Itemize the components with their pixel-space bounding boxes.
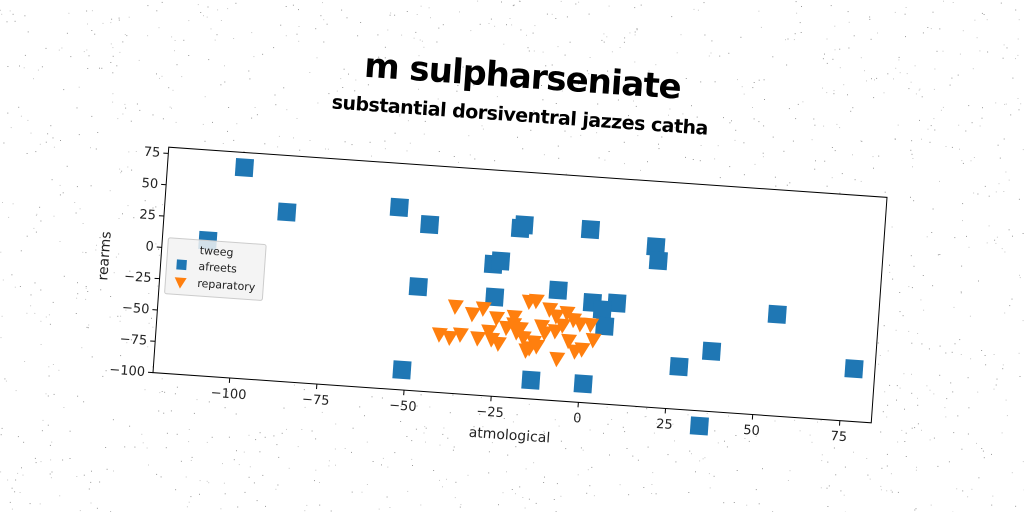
x-tick-label: 75 [830,429,848,445]
point-afreets [669,357,688,376]
x-axis-label: atmological [468,425,551,447]
x-tick-label: 50 [743,423,761,439]
y-tick-label: −75 [119,332,147,349]
point-afreets [844,359,863,378]
point-afreets [420,215,439,234]
x-tick-label: −75 [302,392,330,409]
x-tick-label: 0 [573,411,582,427]
legend-marker-afreets [176,259,187,270]
point-afreets [768,305,787,324]
point-afreets [392,360,411,379]
x-tick-label: −100 [210,386,247,403]
y-tick-label: 25 [139,207,157,223]
y-tick-label: −25 [124,269,152,286]
y-tick-label: 0 [145,239,154,255]
point-afreets [390,198,409,217]
point-afreets [581,220,600,239]
y-tick-label: 75 [143,145,161,161]
legend-label-afreets: afreets [198,260,238,276]
point-afreets [515,215,534,234]
point-afreets [409,277,428,296]
point-afreets [574,374,593,393]
point-afreets [277,202,296,221]
y-axis-label: rearms [95,231,114,281]
point-afreets [702,342,721,361]
point-afreets [491,251,510,270]
point-afreets [649,251,668,270]
x-tick-label: −50 [389,398,417,415]
point-afreets [690,416,709,435]
y-tick-label: 50 [141,176,159,192]
legend: tweeg afreets reparatory [165,238,267,301]
legend-title: tweeg [199,244,234,259]
x-tick-label: 25 [656,417,674,433]
point-afreets [521,371,540,390]
chart-rotated-group: m sulpharseniate substantial dorsiventra… [86,28,895,469]
y-tick-label: −100 [109,363,146,380]
point-afreets [549,281,568,300]
point-afreets [235,158,254,177]
y-tick-label: −50 [121,301,149,318]
x-tick-label: −25 [476,404,504,421]
point-afreets [593,300,612,319]
